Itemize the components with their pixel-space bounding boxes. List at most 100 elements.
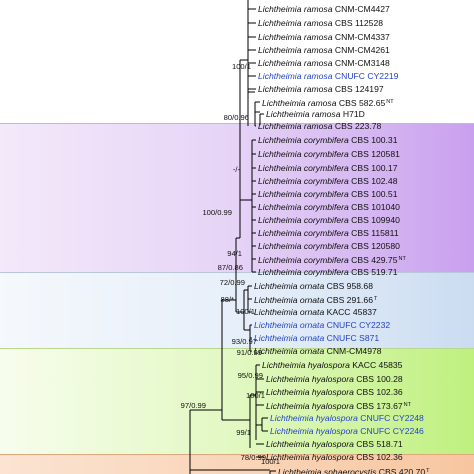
support-value: 91/0.99: [236, 348, 262, 357]
taxon-label: Lichtheimia ramosa CNUFC CY2219: [258, 71, 398, 81]
strain-id: CNM-CM4427: [334, 4, 390, 14]
taxon-label: Lichtheimia hyalospora CBS 518.71: [266, 439, 403, 449]
taxon-name: Lichtheimia ramosa: [258, 45, 335, 55]
type-marker: NT: [386, 99, 394, 105]
strain-id: CBS 102.48: [351, 176, 398, 186]
support-value: 100/1: [245, 391, 265, 400]
taxon-name: Lichtheimia ornata: [254, 281, 327, 291]
strain-id: CBS 420.70: [378, 467, 426, 474]
taxon-label: Lichtheimia ornata CBS 291.66T: [254, 294, 378, 305]
taxon-name: Lichtheimia ornata: [254, 320, 327, 330]
strain-id: CBS 101040: [351, 202, 400, 212]
support-value: 88/*: [220, 295, 234, 304]
taxon-name: Lichtheimia hyalospora: [266, 439, 357, 449]
taxon-name: Lichtheimia corymbifera: [258, 228, 352, 238]
taxon-label: Lichtheimia ramosa CNM-CM3148: [258, 58, 390, 68]
support-value: 100/1: [231, 62, 251, 71]
strain-id: KACC 45837: [326, 307, 377, 317]
taxon-name: Lichtheimia corymbifera: [258, 189, 352, 199]
support-value: 94/1: [227, 249, 242, 258]
taxon-name: Lichtheimia ornata: [254, 307, 327, 317]
strain-id: CNM-CM4337: [334, 32, 390, 42]
strain-id: CBS 582.65: [338, 98, 386, 108]
taxon-label: Lichtheimia corymbifera CBS 101040: [258, 202, 400, 212]
strain-id: CBS 120581: [351, 149, 400, 159]
taxon-name: Lichtheimia ramosa: [258, 121, 335, 131]
strain-id: KACC 45835: [352, 360, 403, 370]
taxon-name: Lichtheimia ramosa: [258, 84, 335, 94]
support-value: 100/0.99: [202, 208, 232, 217]
taxon-name: Lichtheimia ramosa: [262, 98, 339, 108]
taxon-name: Lichtheimia ramosa: [258, 58, 335, 68]
clade-band-sphaerocystis: [0, 454, 474, 474]
taxon-label: Lichtheimia ramosa H71D: [266, 109, 365, 119]
strain-id: CBS 109940: [351, 215, 400, 225]
taxon-label: Lichtheimia hyalospora CNUFC CY2246: [270, 426, 424, 436]
taxon-name: Lichtheimia ramosa: [258, 18, 335, 28]
strain-id: CBS 100.51: [351, 189, 398, 199]
taxon-name: Lichtheimia corymbifera: [258, 135, 352, 145]
strain-id: CNUFC S871: [326, 333, 380, 343]
taxon-label: Lichtheimia ramosa CBS 582.65NT: [262, 97, 394, 108]
taxon-name: Lichtheimia hyalospora: [266, 401, 357, 411]
type-marker: NT: [403, 402, 411, 408]
strain-id: CBS 429.75: [351, 255, 398, 265]
taxon-name: Lichtheimia sphaerocystis: [278, 467, 379, 474]
taxon-label: Lichtheimia ramosa CBS 112528: [258, 18, 383, 28]
strain-id: CBS 100.31: [351, 135, 398, 145]
taxon-label: Lichtheimia hyalospora CBS 173.67NT: [266, 400, 411, 411]
taxon-name: Lichtheimia hyalospora: [266, 374, 357, 384]
strain-id: CBS 102.36: [356, 387, 403, 397]
clade-band-hyalospora: [0, 348, 474, 455]
support-value: 72/0.99: [219, 278, 245, 287]
taxon-label: Lichtheimia hyalospora CBS 100.28: [266, 374, 403, 384]
taxon-label: Lichtheimia corymbifera CBS 120580: [258, 241, 400, 251]
strain-id: CBS 112528: [334, 18, 384, 28]
strain-id: CBS 291.66: [326, 295, 373, 305]
taxon-name: Lichtheimia ramosa: [258, 71, 335, 81]
strain-id: CBS 102.36: [356, 452, 403, 462]
taxon-name: Lichtheimia corymbifera: [258, 202, 352, 212]
strain-id: CBS 100.28: [356, 374, 403, 384]
support-value: 78/0.99: [240, 453, 266, 462]
support-value: 93/0.97: [231, 337, 257, 346]
strain-id: CBS 518.71: [356, 439, 403, 449]
support-value: 99/1: [236, 428, 251, 437]
strain-id: CNM-CM3148: [334, 58, 390, 68]
strain-id: CNUFC CY2246: [360, 426, 424, 436]
taxon-name: Lichtheimia corymbifera: [258, 163, 352, 173]
taxon-label: Lichtheimia ramosa CBS 124197: [258, 84, 384, 94]
taxon-name: Lichtheimia ramosa: [258, 32, 335, 42]
taxon-label: Lichtheimia ramosa CNM-CM4337: [258, 32, 390, 42]
taxon-label: Lichtheimia ornata CNM-CM4978: [254, 346, 382, 356]
taxon-label: Lichtheimia ornata CNUFC S871: [254, 333, 379, 343]
taxon-label: Lichtheimia ornata CBS 958.68: [254, 281, 373, 291]
type-marker: T: [373, 296, 378, 302]
taxon-name: Lichtheimia corymbifera: [258, 255, 352, 265]
support-value: 97/0.99: [180, 401, 206, 410]
taxon-label: Lichtheimia ramosa CNM-CM4427: [258, 4, 390, 14]
taxon-label: Lichtheimia ramosa CBS 223.78: [258, 121, 381, 131]
taxon-label: Lichtheimia ornata CNUFC CY2232: [254, 320, 390, 330]
support-value: -/-: [232, 165, 240, 174]
strain-id: CNM-CM4978: [326, 346, 382, 356]
taxon-label: Lichtheimia ornata KACC 45837: [254, 307, 377, 317]
taxon-name: Lichtheimia corymbifera: [258, 176, 352, 186]
taxon-label: Lichtheimia corymbifera CBS 429.75NT: [258, 254, 406, 265]
strain-id: H71D: [342, 109, 365, 119]
support-value: 95/0.99: [237, 371, 263, 380]
clade-band-corymbifera: [0, 123, 474, 273]
strain-id: CBS 100.17: [351, 163, 398, 173]
taxon-name: Lichtheimia hyalospora: [266, 387, 357, 397]
strain-id: CBS 173.67: [356, 401, 403, 411]
taxon-name: Lichtheimia ornata: [254, 346, 327, 356]
taxon-label: Lichtheimia hyalospora CBS 102.36: [266, 387, 403, 397]
strain-id: CBS 958.68: [326, 281, 373, 291]
taxon-label: Lichtheimia sphaerocystis CBS 420.70T: [278, 466, 430, 474]
taxon-name: Lichtheimia corymbifera: [258, 241, 352, 251]
taxon-label: Lichtheimia corymbifera CBS 100.31: [258, 135, 397, 145]
support-value: 100/1: [235, 307, 255, 316]
taxon-name: Lichtheimia corymbifera: [258, 267, 352, 277]
taxon-label: Lichtheimia ramosa CNM-CM4261: [258, 45, 390, 55]
